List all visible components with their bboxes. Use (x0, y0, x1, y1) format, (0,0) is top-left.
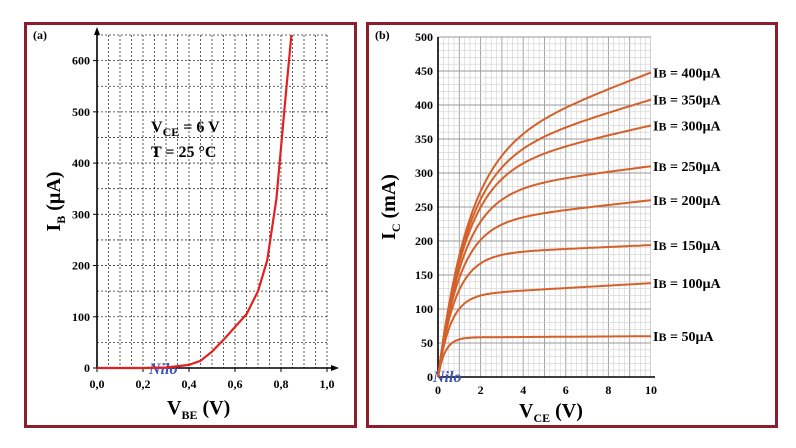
ib-curve (437, 282, 652, 378)
ib-curve (437, 98, 652, 378)
curve-label: IB = 100µA (653, 277, 722, 292)
x-axis-label: VBE (V) (167, 397, 230, 422)
x-axis-arrow (331, 365, 339, 371)
x-tick-label: 0 (435, 383, 441, 397)
curve-label: IB = 250µA (653, 160, 722, 175)
panel-ib-vbe: (a) 0,0 0,2 0,4 0,6 0,8 1,0 0 100 200 300 400 500 600… (24, 22, 357, 428)
y-tick-label: 200 (415, 234, 433, 248)
y-axis-label: IC (mA) (378, 174, 403, 240)
panel-ic-vce: (b) 0 2 4 6 8 10 0 50 100 150 200 250 300 350 400 450 500… (366, 22, 778, 428)
curve-label: IB = 50µA (653, 330, 715, 345)
ib-curve (437, 199, 652, 378)
y-tick-label: 450 (415, 64, 433, 78)
y-tick-label: 0 (84, 361, 90, 375)
y-tick-label: 50 (421, 336, 433, 350)
grid (96, 34, 328, 369)
x-tick-label: 2 (478, 383, 484, 397)
y-tick-label: 500 (415, 30, 433, 44)
ib-vbe-chart: (a) 0,0 0,2 0,4 0,6 0,8 1,0 0 100 200 300 400 500 600… (33, 27, 339, 422)
y-tick-label: 250 (415, 200, 433, 214)
x-tick-label: 10 (645, 383, 657, 397)
y-tick-label: 100 (72, 310, 90, 324)
x-tick-label: 6 (563, 383, 569, 397)
ib-curve (437, 165, 652, 378)
ib-curve (437, 244, 652, 378)
y-tick-label: 350 (415, 132, 433, 146)
y-axis-label: IB (µA) (43, 171, 68, 231)
x-tick-label: 0,4 (182, 377, 197, 391)
legend-area (651, 37, 751, 377)
annotation-temp: T = 25 °C (151, 144, 216, 161)
x-tick-label: 4 (520, 383, 526, 397)
ib-curve (437, 335, 651, 378)
y-tick-label: 400 (415, 98, 433, 112)
x-tick-label: 0,2 (136, 377, 151, 391)
x-tick-label: 0,0 (90, 377, 105, 391)
panel-label: (a) (33, 28, 47, 42)
curve-label: IB = 150µA (653, 239, 722, 254)
x-tick-label: 0,8 (274, 377, 289, 391)
ib-curve (97, 34, 293, 370)
curve-label: IB = 300µA (653, 119, 722, 134)
annotation-vce: VCE = 6 V (151, 119, 220, 139)
x-tick-label: 0,6 (228, 377, 243, 391)
ib-curve (437, 71, 652, 378)
y-axis-arrow (94, 27, 100, 35)
ib-curve (437, 124, 652, 378)
watermark: Nilo (148, 361, 177, 378)
curve-label: IB = 350µA (653, 94, 722, 109)
curve-label: IB = 200µA (653, 194, 722, 209)
panel-label: (b) (375, 28, 390, 42)
ic-vce-chart: (b)0 2 4 6 8 10050100150200250300350400450500… (375, 28, 751, 425)
grid (437, 36, 652, 378)
y-tick-label: 300 (415, 166, 433, 180)
x-tick-label: 1,0 (320, 377, 335, 391)
y-tick-label: 400 (72, 156, 90, 170)
curve-label: IB = 400µA (653, 66, 722, 81)
y-tick-label: 0 (427, 370, 433, 384)
y-tick-label: 200 (72, 259, 90, 273)
watermark: Nilo (432, 369, 461, 386)
y-tick-label: 600 (72, 54, 90, 68)
y-tick-label: 300 (72, 207, 90, 221)
y-tick-label: 150 (415, 268, 433, 282)
y-tick-label: 100 (415, 302, 433, 316)
x-axis-label: VCE (V) (519, 400, 583, 425)
y-tick-label: 500 (72, 105, 90, 119)
x-tick-label: 8 (605, 383, 611, 397)
